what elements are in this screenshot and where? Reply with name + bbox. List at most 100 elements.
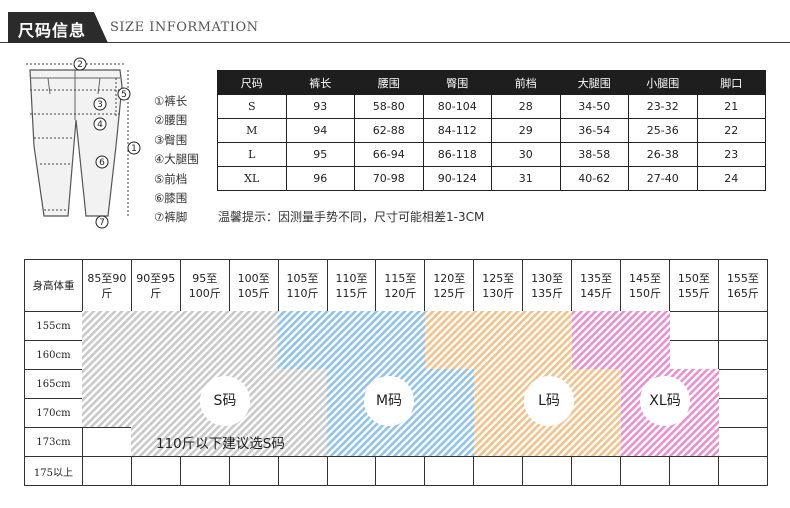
- grid-cell: [277, 398, 328, 428]
- svg-text:1: 1: [131, 144, 137, 154]
- weight-range-line: 125斤: [433, 286, 466, 300]
- grid-cell: [571, 369, 622, 399]
- recommend-grid: 身高体重 85至90 斤 90至95 斤 95至 100斤 100至 105斤 105至 110斤 1…: [24, 259, 769, 487]
- header-tab: 尺码信息: [8, 12, 108, 43]
- height-label: 175以上: [24, 456, 83, 486]
- grid-cell: [424, 456, 475, 486]
- weight-range: 100至 105斤: [228, 259, 279, 312]
- weight-range-line: 125至: [482, 271, 515, 285]
- grid-cell: [717, 398, 769, 428]
- grid-cell: [717, 427, 769, 457]
- legend-item: ②腰围: [154, 113, 188, 128]
- size-value: 28: [491, 94, 561, 119]
- weight-range-line: 110斤: [286, 286, 319, 300]
- grid-cell: [179, 456, 230, 486]
- svg-text:3: 3: [97, 100, 103, 110]
- weight-range-line: 105斤: [237, 286, 270, 300]
- zone-label-s: S码: [200, 376, 250, 426]
- grid-cell: [620, 340, 670, 370]
- grid-cell: [571, 456, 622, 486]
- weight-range-line: 105至: [286, 271, 319, 285]
- grid-cell: [522, 340, 573, 370]
- weight-range-line: 130至: [531, 271, 564, 285]
- grid-cell: [130, 311, 181, 341]
- weight-range-line: 135斤: [531, 286, 564, 300]
- size-value: 23: [696, 142, 766, 167]
- height-row: 160cm: [24, 340, 769, 370]
- size-table-header: 臀围: [422, 70, 492, 95]
- weight-range-line: 150斤: [629, 286, 661, 300]
- grid-cell: [424, 427, 475, 457]
- weight-header-row: 身高体重 85至90 斤 90至95 斤 95至 100斤 100至 105斤 105至 110斤 1…: [24, 259, 769, 312]
- weight-range-line: 145斤: [580, 286, 613, 300]
- size-table-header: 裤长: [285, 70, 355, 95]
- weight-range: 85至90 斤: [81, 259, 132, 312]
- weight-range-line: 150至: [677, 271, 710, 285]
- grid-cell: [668, 311, 719, 341]
- weight-range: 155至 165斤: [717, 259, 769, 312]
- header-title: 尺码信息: [18, 21, 87, 40]
- weight-range: 95至 100斤: [179, 259, 230, 312]
- grid-cell: [130, 456, 181, 486]
- weight-range: 90至95 斤: [130, 259, 181, 312]
- legend-item: ①裤长: [154, 94, 188, 108]
- height-label: 165cm: [24, 369, 83, 399]
- grid-cell: [130, 398, 181, 428]
- weight-range-line: 85至90: [87, 271, 127, 285]
- grid-cell: [473, 369, 524, 399]
- weight-range: 110至 115斤: [326, 259, 377, 312]
- grid-cell: [81, 456, 132, 486]
- size-table-header: 尺码: [217, 70, 287, 95]
- size-value: 25-36: [628, 118, 698, 143]
- weight-range: 130至 135斤: [522, 259, 573, 312]
- legend-item: ⑥膝围: [154, 191, 188, 206]
- weight-range-line: 斤: [150, 286, 162, 300]
- size-table-header: 脚口: [696, 70, 766, 95]
- header-subtitle: SIZE INFORMATION: [110, 20, 259, 35]
- legend-item: ⑦裤脚: [154, 210, 188, 225]
- grid-cell: [228, 456, 279, 486]
- grid-cell: [81, 311, 132, 341]
- grid-cell: [571, 427, 622, 457]
- size-value: 94: [285, 118, 355, 143]
- grid-cell: [473, 456, 524, 486]
- grid-cell: [81, 369, 132, 399]
- weight-range-line: 95至: [192, 271, 218, 285]
- grid-cell: [668, 340, 719, 370]
- size-table-header: 腰围: [354, 70, 424, 95]
- size-table-header: 小腿围: [628, 70, 698, 95]
- weight-range: 145至 150斤: [620, 259, 670, 312]
- grid-cell: [668, 427, 719, 457]
- legend-item: ⑤前档: [154, 171, 188, 186]
- weight-range-line: 135至: [580, 271, 613, 285]
- size-value: 70-98: [354, 166, 424, 191]
- svg-text:6: 6: [99, 158, 105, 168]
- height-label: 170cm: [24, 398, 83, 428]
- grid-cell: [424, 311, 475, 341]
- size-table-row: XL 96 70-98 90-124 31 40-62 27-40 24: [217, 166, 766, 191]
- grid-cell: [277, 311, 328, 341]
- grid-cell: [571, 340, 622, 370]
- size-value: 21: [696, 94, 766, 119]
- height-row: 175以上: [24, 456, 769, 486]
- grid-cell: [179, 311, 230, 341]
- size-table-header-row: 尺码 裤长 腰围 臀围 前档 大腿围 小腿围 脚口: [217, 70, 766, 95]
- grid-cell: [326, 340, 377, 370]
- grid-cell: [179, 340, 230, 370]
- size-value: 29: [491, 118, 561, 143]
- grid-cell: [668, 456, 719, 486]
- grid-cell: [473, 398, 524, 428]
- weight-range-line: 110至: [335, 271, 368, 285]
- grid-cell: [717, 369, 769, 399]
- grid-cell: [473, 311, 524, 341]
- size-value: 66-94: [354, 142, 424, 167]
- size-table-header: 大腿围: [559, 70, 629, 95]
- weight-range-line: 155至: [726, 271, 759, 285]
- weight-range: 150至 155斤: [668, 259, 719, 312]
- grid-cell: [620, 456, 670, 486]
- size-value: 80-104: [422, 94, 492, 119]
- size-value: 86-118: [422, 142, 492, 167]
- grid-cell: [620, 311, 670, 341]
- grid-cell: [522, 456, 573, 486]
- size-value: 95: [285, 142, 355, 167]
